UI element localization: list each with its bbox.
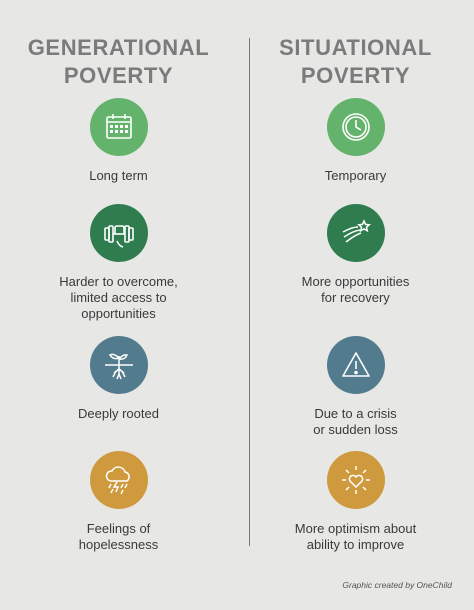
item-label: Long term — [0, 168, 237, 184]
label-line: Deeply rooted — [78, 406, 159, 421]
label-line: for recovery — [321, 290, 390, 305]
label-line: Due to a crisis — [314, 406, 397, 421]
plant-roots-icon — [89, 336, 148, 394]
item-label: Harder to overcome, limited access to op… — [0, 274, 237, 322]
label-line: Temporary — [324, 168, 387, 183]
warning-icon — [326, 336, 385, 394]
label-line: ability to improve — [306, 537, 405, 552]
list-item: More opportunities for recovery — [237, 204, 474, 306]
label-line: opportunities — [81, 306, 156, 321]
label-line: hopelessness — [78, 537, 159, 552]
list-item: Long term — [0, 98, 237, 184]
item-label: Feelings of hopelessness — [0, 521, 237, 553]
list-item: More optimism about ability to improve — [237, 451, 474, 553]
list-item: Due to a crisis or sudden loss — [237, 336, 474, 438]
column-heading: SITUATIONAL POVERTY — [237, 34, 474, 90]
label-line: limited access to — [70, 290, 167, 305]
clock-icon — [326, 98, 385, 156]
heading-line: POVERTY — [300, 63, 411, 88]
label-line: Harder to overcome, — [59, 274, 178, 289]
label-line: More opportunities — [301, 274, 410, 289]
list-item: Deeply rooted — [0, 336, 237, 422]
item-label: Temporary — [237, 168, 474, 184]
list-item: Harder to overcome, limited access to op… — [0, 204, 237, 322]
item-label: Deeply rooted — [0, 406, 237, 422]
column-divider — [249, 38, 250, 546]
column-heading: GENERATIONAL POVERTY — [0, 34, 237, 90]
label-line: Long term — [89, 168, 148, 183]
storm-cloud-icon — [89, 451, 148, 509]
calendar-icon — [89, 98, 148, 156]
generational-poverty-column: GENERATIONAL POVERTY Long term — [0, 34, 237, 553]
heading-line: POVERTY — [63, 63, 174, 88]
item-label: More opportunities for recovery — [237, 274, 474, 306]
dumbbell-icon — [89, 204, 148, 262]
heading-line: GENERATIONAL — [27, 35, 210, 60]
label-line: or sudden loss — [313, 422, 398, 437]
heading-line: SITUATIONAL — [279, 35, 432, 60]
heart-sun-icon — [326, 451, 385, 509]
credit-text: Graphic created by OneChild — [342, 580, 452, 590]
list-item: Feelings of hopelessness — [0, 451, 237, 553]
shooting-star-icon — [326, 204, 385, 262]
list-item: Temporary — [237, 98, 474, 184]
label-line: More optimism about — [294, 521, 417, 536]
situational-poverty-column: SITUATIONAL POVERTY Temporary More oppor… — [237, 0, 474, 610]
label-line: Feelings of — [86, 521, 151, 536]
item-label: Due to a crisis or sudden loss — [237, 406, 474, 438]
item-label: More optimism about ability to improve — [237, 521, 474, 553]
